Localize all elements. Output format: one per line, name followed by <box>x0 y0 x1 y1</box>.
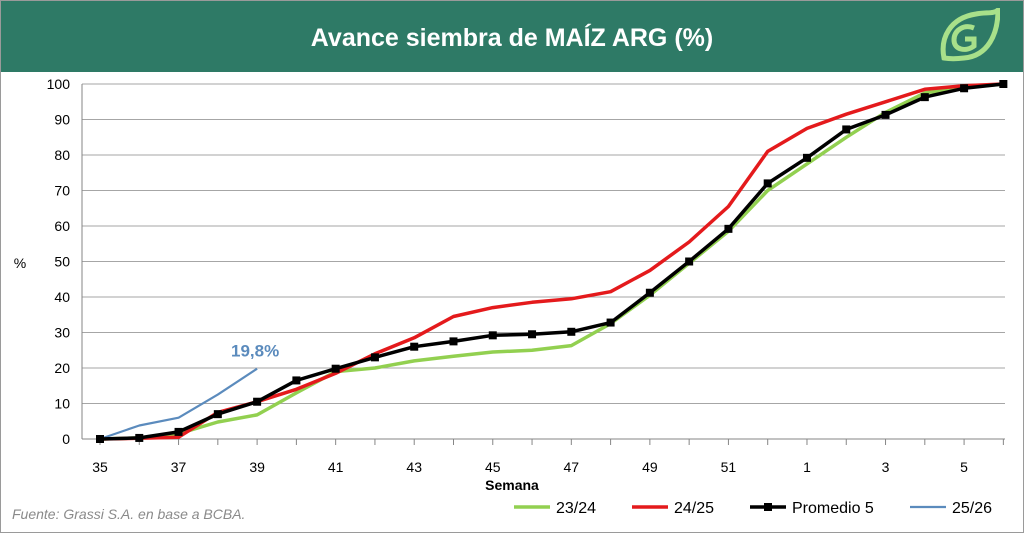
data-point-marker <box>135 433 144 442</box>
y-tick-label: 30 <box>54 325 70 341</box>
chart-header <box>0 0 1024 72</box>
y-tick-label: 100 <box>47 76 71 92</box>
x-axis-label: Semana <box>485 477 539 493</box>
data-point-marker <box>802 153 811 162</box>
data-point-marker <box>685 257 694 266</box>
series-line-23-24 <box>99 82 1004 441</box>
data-point-marker <box>960 84 969 93</box>
data-point-marker <box>724 224 733 233</box>
data-point-marker <box>488 331 497 340</box>
chart-title: Avance siembra de MAÍZ ARG (%) <box>310 24 714 52</box>
y-tick-label: 90 <box>54 112 70 128</box>
legend-label: 23/24 <box>556 500 596 517</box>
value-annotation: 19,8% <box>231 342 279 361</box>
x-tick-label: 37 <box>171 459 187 475</box>
x-tick-label: 45 <box>485 459 501 475</box>
data-point-marker <box>920 93 929 102</box>
y-tick-label: 20 <box>54 360 70 376</box>
data-point-marker <box>331 364 340 373</box>
y-tick-label: 70 <box>54 183 70 199</box>
data-point-marker <box>253 397 262 406</box>
x-tick-label: 47 <box>564 459 580 475</box>
x-tick-label: 3 <box>882 459 890 475</box>
x-tick-label: 39 <box>249 459 265 475</box>
x-tick-label: 5 <box>960 459 968 475</box>
legend-label: Promedio 5 <box>792 500 874 517</box>
data-point-marker <box>410 342 419 351</box>
data-point-marker <box>174 427 183 436</box>
grassi-leaf-logo-icon <box>940 8 1000 62</box>
data-point-marker <box>449 337 458 346</box>
y-tick-label: 10 <box>54 396 70 412</box>
x-tick-label: 1 <box>803 459 811 475</box>
data-point-marker <box>881 110 890 119</box>
data-point-marker <box>528 330 537 339</box>
data-point-marker <box>567 327 576 336</box>
data-point-marker <box>763 179 772 188</box>
data-point-marker <box>606 318 615 327</box>
data-point-marker <box>370 353 379 362</box>
data-point-marker <box>96 435 104 443</box>
y-tick-label: 40 <box>54 289 70 305</box>
y-tick-label: 80 <box>54 147 70 163</box>
data-point-marker <box>999 80 1008 88</box>
source-note: Fuente: Grassi S.A. en base a BCBA. <box>12 506 246 522</box>
x-tick-label: 35 <box>92 459 108 475</box>
y-tick-label: 50 <box>54 254 70 270</box>
x-tick-label: 43 <box>406 459 422 475</box>
y-axis-label: % <box>14 255 26 271</box>
x-tick-label: 49 <box>642 459 658 475</box>
x-tick-label: 51 <box>721 459 737 475</box>
data-point-marker <box>213 410 222 419</box>
y-tick-label: 60 <box>54 218 70 234</box>
data-point-marker <box>292 376 301 385</box>
data-point-marker <box>645 288 654 297</box>
legend-label: 24/25 <box>674 500 714 517</box>
series-line-25-26 <box>99 367 258 441</box>
x-tick-label: 41 <box>328 459 344 475</box>
series-line-promedio-5 <box>99 82 1004 441</box>
legend-label: 25/26 <box>952 500 992 517</box>
legend-marker <box>764 503 772 511</box>
data-point-marker <box>842 125 851 134</box>
y-tick-label: 0 <box>62 431 70 447</box>
